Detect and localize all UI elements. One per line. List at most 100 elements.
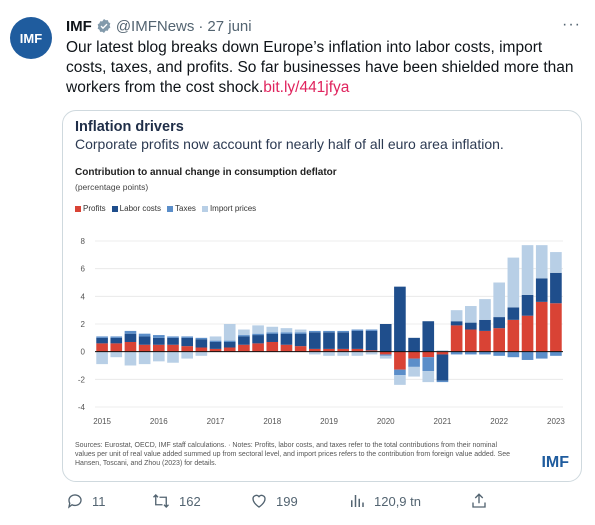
author-name[interactable]: IMF <box>66 17 92 35</box>
bar-segment <box>493 282 505 318</box>
media-card[interactable]: Inflation drivers Corporate profits now … <box>62 110 582 482</box>
bar-segment <box>124 330 137 334</box>
share-action[interactable] <box>470 492 488 510</box>
bar-segment <box>252 325 264 334</box>
bar-segment <box>209 340 222 342</box>
like-count: 199 <box>276 493 298 509</box>
bar-segment <box>167 344 179 352</box>
bar-segment <box>223 340 236 342</box>
like-action[interactable]: 199 <box>250 492 298 510</box>
bar-segment <box>294 346 307 352</box>
bar-segment <box>493 317 505 329</box>
bar-segment <box>223 341 236 348</box>
bar-segment <box>195 347 208 352</box>
bar-segment <box>280 328 293 333</box>
bar-segment <box>521 245 534 295</box>
bar-segment <box>351 351 364 356</box>
bar-segment <box>195 337 208 340</box>
legend-label: Taxes <box>175 204 196 213</box>
bar-segment <box>422 321 435 352</box>
bar-segment <box>323 351 335 356</box>
bar-segment <box>493 351 505 356</box>
bar-segment <box>138 333 151 337</box>
bar-segment <box>209 348 222 352</box>
author-handle[interactable]: @IMFNews <box>115 17 195 35</box>
bar-segment <box>323 348 335 352</box>
x-tick-label: 2020 <box>377 417 395 426</box>
bar-segment <box>167 351 179 363</box>
bar-segment <box>280 333 293 345</box>
bar-segment <box>550 303 562 352</box>
tweet-header: IMF @IMFNews · 27 juni ··· <box>66 16 581 36</box>
repost-count: 162 <box>179 493 201 509</box>
legend-swatch <box>201 205 208 212</box>
bar-segment <box>252 333 264 336</box>
bar-segment <box>238 344 250 352</box>
bar-segment <box>153 335 165 338</box>
bar-segment <box>351 330 364 349</box>
imf-logo: IMF <box>541 454 569 471</box>
bar-segment <box>181 336 193 338</box>
bar-segment <box>365 329 378 331</box>
x-tick-label: 2016 <box>150 417 168 426</box>
bar-segment <box>337 332 349 349</box>
bar-segment <box>138 351 151 365</box>
x-tick-label: 2023 <box>547 417 565 426</box>
bar-segment <box>153 351 165 362</box>
bar-segment <box>181 337 193 347</box>
bar-segment <box>96 336 108 338</box>
bar-segment <box>465 322 477 330</box>
tweet-date[interactable]: 27 juni <box>207 17 252 35</box>
separator-dot: · <box>198 17 204 35</box>
bar-segment <box>337 348 349 352</box>
bar-segment <box>394 351 406 370</box>
bar-segment <box>223 324 236 341</box>
bar-segment <box>294 329 307 333</box>
bar-segment <box>266 333 279 342</box>
bar-segment <box>238 336 250 345</box>
y-tick-label: 6 <box>81 265 86 274</box>
repost-icon <box>153 494 169 508</box>
bar-segment <box>465 306 477 323</box>
bar-segment <box>408 337 420 352</box>
x-tick-label: 2015 <box>93 417 111 426</box>
bar-segment <box>379 355 392 359</box>
bar-segment <box>507 319 520 352</box>
bar-segment <box>479 319 491 331</box>
legend-label: Labor costs <box>119 204 162 213</box>
bar-segment <box>96 337 108 344</box>
chart-subtitle: (percentage points) <box>75 182 149 192</box>
bar-segment <box>479 299 491 320</box>
bar-segment <box>309 351 321 355</box>
repost-action[interactable]: 162 <box>151 492 201 510</box>
bar-segment <box>252 343 264 352</box>
bar-segment <box>138 336 151 345</box>
bar-segment <box>280 332 293 334</box>
x-tick-label: 2017 <box>207 417 225 426</box>
bar-segment <box>394 375 406 385</box>
bar-segment <box>124 351 137 366</box>
avatar[interactable]: IMF <box>10 17 52 59</box>
bar-segment <box>465 329 477 352</box>
bar-segment <box>110 336 123 338</box>
bar-segment <box>266 332 279 334</box>
bar-segment <box>323 330 335 333</box>
y-tick-label: 2 <box>81 320 86 329</box>
tweet-link[interactable]: bit.ly/441jfya <box>263 79 350 96</box>
bar-segment <box>223 347 236 352</box>
views-action[interactable]: 120,9 tn <box>348 492 421 510</box>
bar-segment <box>436 380 449 383</box>
bar-segment <box>394 369 406 376</box>
bar-segment <box>138 344 151 352</box>
tweet-body: Our latest blog breaks down Europe’s inf… <box>66 39 574 96</box>
y-tick-label: 0 <box>81 348 86 357</box>
bar-segment <box>252 335 264 344</box>
bar-segment <box>365 350 378 352</box>
heart-icon <box>252 494 266 508</box>
more-options-icon[interactable]: ··· <box>562 16 581 33</box>
reply-action[interactable]: 11 <box>66 492 106 510</box>
bar-segment <box>479 351 491 355</box>
bar-segment <box>309 348 321 352</box>
bar-segment <box>266 341 279 352</box>
bar-segment <box>408 358 420 367</box>
